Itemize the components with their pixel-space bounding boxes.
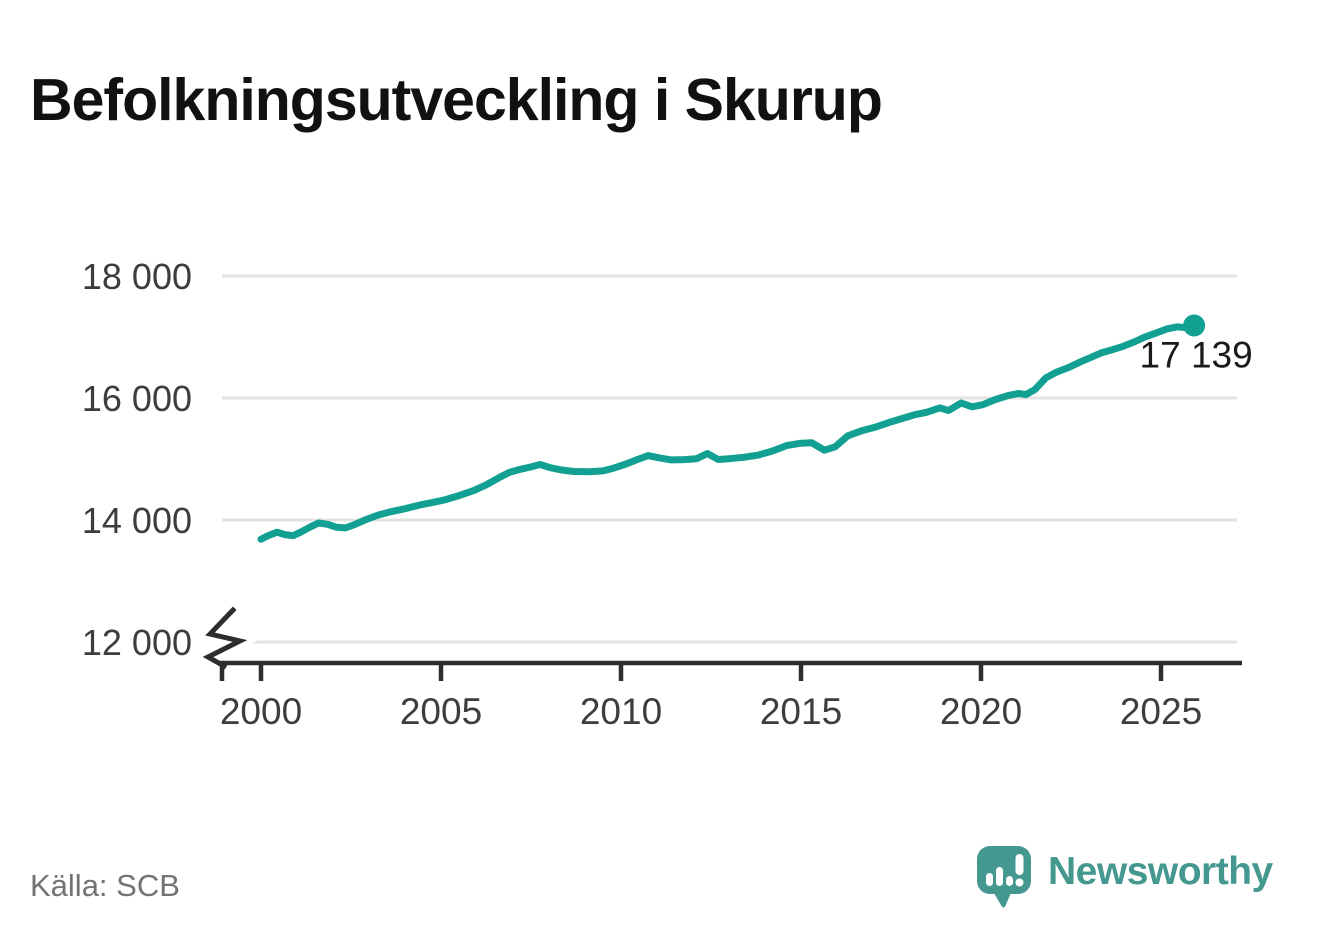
exclamation-dot-icon: [1015, 878, 1024, 887]
speech-bubble-shape: [977, 846, 1031, 908]
end-point-dot: [1183, 314, 1206, 337]
x-tick-label-2000: 2000: [220, 691, 302, 732]
y-tick-label-16000: 16 000: [82, 378, 192, 419]
bar-small-icon: [986, 873, 993, 886]
x-tick-label-2015: 2015: [760, 691, 842, 732]
y-tick-label-14000: 14 000: [82, 500, 192, 541]
y-tick-label-12000: 12 000: [82, 622, 192, 663]
bar-tall-icon: [996, 867, 1003, 886]
page-title: Befolkningsutveckling i Skurup: [30, 66, 883, 133]
brand-name: Newsworthy: [1048, 850, 1273, 893]
source-note: Källa: SCB: [30, 868, 180, 903]
bar-short-icon: [1006, 876, 1013, 886]
exclamation-bar-icon: [1015, 854, 1024, 875]
x-tick-label-2020: 2020: [940, 691, 1022, 732]
x-tick-label-2005: 2005: [400, 691, 482, 732]
newsworthy-logo: Newsworthy: [977, 846, 1273, 910]
population-line: [257, 323, 1198, 543]
x-tick-label-2010: 2010: [580, 691, 662, 732]
x-tick-label-2025: 2025: [1120, 691, 1202, 732]
end-value-label: 17 139: [1140, 335, 1253, 376]
axis-break-zigzag: [202, 606, 248, 670]
newsworthy-bubble-chart-icon: [977, 846, 1031, 908]
y-tick-label-18000: 18 000: [82, 256, 192, 297]
